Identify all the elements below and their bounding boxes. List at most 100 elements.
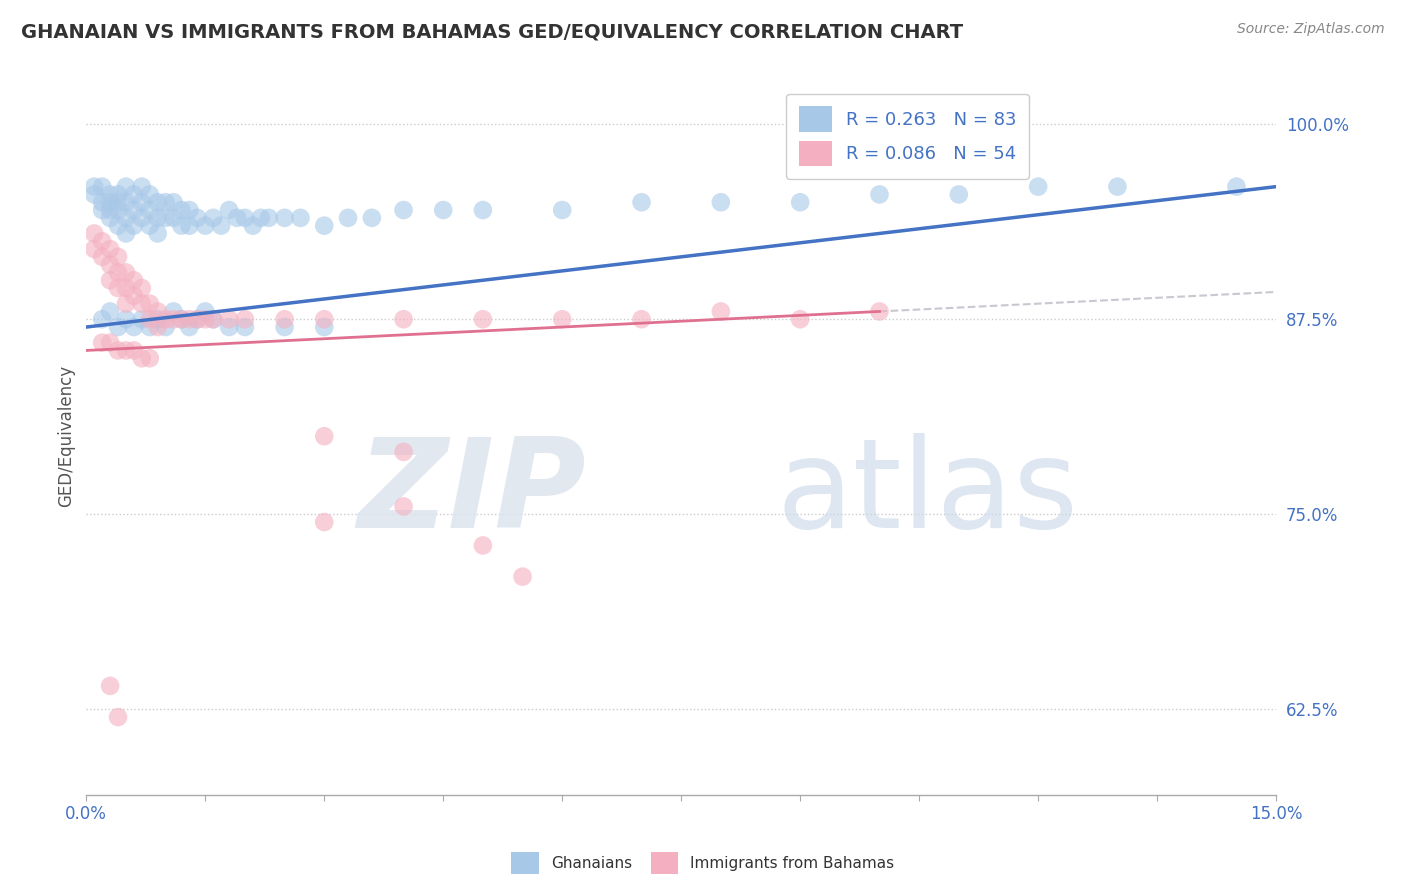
Text: Source: ZipAtlas.com: Source: ZipAtlas.com [1237, 22, 1385, 37]
Point [146, 304, 169, 318]
Point [179, 202, 201, 217]
Point [257, 211, 280, 225]
Point [107, 281, 129, 295]
Point [162, 211, 184, 225]
Point [122, 273, 145, 287]
Point [471, 202, 494, 217]
Point [122, 343, 145, 358]
Point [471, 312, 494, 326]
Point [131, 211, 153, 225]
Point [392, 202, 415, 217]
Point [98, 258, 121, 272]
Point [1026, 179, 1049, 194]
Point [107, 202, 129, 217]
Point [107, 343, 129, 358]
Point [170, 219, 193, 233]
Legend: R = 0.263   N = 83, R = 0.086   N = 54: R = 0.263 N = 83, R = 0.086 N = 54 [786, 94, 1029, 179]
Text: GHANAIAN VS IMMIGRANTS FROM BAHAMAS GED/EQUIVALENCY CORRELATION CHART: GHANAIAN VS IMMIGRANTS FROM BAHAMAS GED/… [21, 22, 963, 41]
Point [146, 320, 169, 334]
Point [139, 351, 162, 366]
Point [131, 351, 153, 366]
Point [91, 250, 114, 264]
Point [98, 679, 121, 693]
Point [710, 195, 733, 210]
Point [115, 343, 138, 358]
Point [218, 320, 240, 334]
Point [107, 320, 129, 334]
Point [107, 265, 129, 279]
Point [122, 320, 145, 334]
Point [162, 195, 184, 210]
Point [209, 219, 232, 233]
Point [789, 195, 811, 210]
Point [155, 312, 177, 326]
Point [948, 187, 970, 202]
Point [131, 312, 153, 326]
Point [115, 179, 138, 194]
Point [98, 187, 121, 202]
Point [170, 312, 193, 326]
Point [179, 320, 201, 334]
Point [179, 219, 201, 233]
Point [233, 312, 256, 326]
Point [194, 304, 217, 318]
Point [115, 281, 138, 295]
Point [869, 187, 891, 202]
Point [83, 179, 105, 194]
Point [789, 312, 811, 326]
Point [551, 202, 574, 217]
Point [226, 211, 249, 225]
Point [218, 312, 240, 326]
Point [233, 320, 256, 334]
Point [115, 195, 138, 210]
Point [131, 281, 153, 295]
Point [202, 312, 225, 326]
Point [273, 320, 295, 334]
Point [107, 187, 129, 202]
Point [314, 312, 336, 326]
Point [392, 312, 415, 326]
Point [392, 500, 415, 514]
Point [290, 211, 312, 225]
Point [115, 312, 138, 326]
Point [162, 304, 184, 318]
Point [146, 312, 169, 326]
Point [139, 202, 162, 217]
Point [115, 296, 138, 310]
Point [186, 312, 208, 326]
Point [630, 195, 652, 210]
Point [194, 219, 217, 233]
Point [98, 304, 121, 318]
Point [91, 202, 114, 217]
Point [83, 242, 105, 256]
Point [122, 289, 145, 303]
Y-axis label: GED/Equivalency: GED/Equivalency [58, 365, 75, 508]
Point [869, 304, 891, 318]
Point [122, 187, 145, 202]
Point [83, 227, 105, 241]
Point [432, 202, 454, 217]
Point [131, 296, 153, 310]
Point [551, 312, 574, 326]
Point [314, 515, 336, 529]
Point [107, 710, 129, 724]
Point [155, 195, 177, 210]
Point [710, 304, 733, 318]
Point [392, 445, 415, 459]
Point [98, 211, 121, 225]
Point [242, 219, 264, 233]
Point [131, 179, 153, 194]
Point [314, 219, 336, 233]
Point [155, 211, 177, 225]
Point [186, 312, 208, 326]
Point [98, 335, 121, 350]
Point [471, 538, 494, 552]
Point [194, 312, 217, 326]
Point [98, 202, 121, 217]
Text: atlas: atlas [776, 434, 1078, 554]
Point [162, 312, 184, 326]
Point [91, 312, 114, 326]
Point [314, 320, 336, 334]
Point [337, 211, 360, 225]
Point [122, 202, 145, 217]
